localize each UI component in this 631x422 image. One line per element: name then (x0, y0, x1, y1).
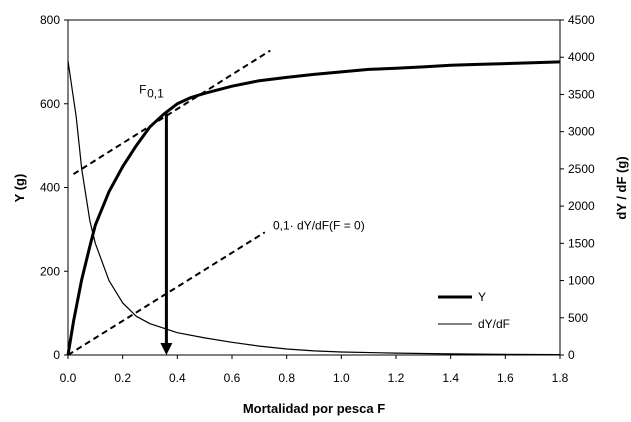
x-tick-label: 0.4 (169, 371, 186, 385)
x-tick-label: 0.0 (60, 371, 77, 385)
y-right-tick-label: 4500 (568, 13, 595, 27)
y-left-axis-ticks: 0 200 400 600 800 (40, 13, 68, 362)
y-left-axis-title: Y (g) (12, 174, 27, 203)
legend-label-y: Y (478, 290, 486, 304)
x-tick-label: 0.6 (224, 371, 241, 385)
x-tick-label: 1.0 (333, 371, 350, 385)
f01-label-subscript: 0,1 (147, 86, 164, 100)
x-tick-label: 0.8 (278, 371, 295, 385)
y-left-tick-label: 600 (40, 97, 60, 111)
x-tick-label: 0.2 (114, 371, 131, 385)
series-line-dydf (67, 60, 561, 356)
y-left-tick-label: 800 (40, 13, 60, 27)
y-right-tick-label: 500 (568, 311, 588, 325)
f01-arrow-head (160, 343, 173, 355)
y-right-axis-ticks: 0 500 1000 1500 2000 2500 3000 3500 4000 4500 (560, 13, 595, 362)
y-left-tick-label: 400 (40, 181, 60, 195)
tangent-line-f01 (72, 49, 271, 175)
y-right-tick-label: 2500 (568, 162, 595, 176)
x-tick-label: 1.6 (497, 371, 514, 385)
x-tick-label: 1.2 (388, 371, 405, 385)
y-right-tick-label: 4000 (568, 50, 595, 64)
legend-label-dydf: dY/dF (478, 317, 510, 331)
legend: Y dY/dF (438, 290, 510, 331)
x-axis-ticks: 0.0 0.2 0.4 0.6 0.8 1.0 1.2 1.4 1.6 1.8 (60, 355, 569, 385)
y-right-tick-label: 3000 (568, 125, 595, 139)
y-right-tick-label: 1000 (568, 274, 595, 288)
plot-area (67, 19, 561, 356)
f01-label: F (139, 82, 146, 96)
y-right-tick-label: 1500 (568, 236, 595, 250)
y-right-tick-label: 3500 (568, 87, 595, 101)
annotations: F 0,1 0,1· dY/dF(F = 0) (139, 82, 365, 232)
x-tick-label: 1.4 (442, 371, 459, 385)
series-line-y (66, 60, 561, 356)
x-tick-label: 1.8 (552, 371, 569, 385)
y-right-tick-label: 2000 (568, 199, 595, 213)
x-axis-title: Mortalidad por pesca F (243, 401, 385, 416)
y-right-tick-label: 0 (568, 348, 575, 362)
y-right-axis-title: dY / dF (g) (614, 156, 629, 219)
y-left-tick-label: 0 (53, 348, 60, 362)
y-left-tick-label: 200 (40, 264, 60, 278)
tangent-label: 0,1· dY/dF(F = 0) (273, 218, 365, 232)
plot-frame (67, 19, 561, 356)
chart-lines (66, 49, 561, 356)
